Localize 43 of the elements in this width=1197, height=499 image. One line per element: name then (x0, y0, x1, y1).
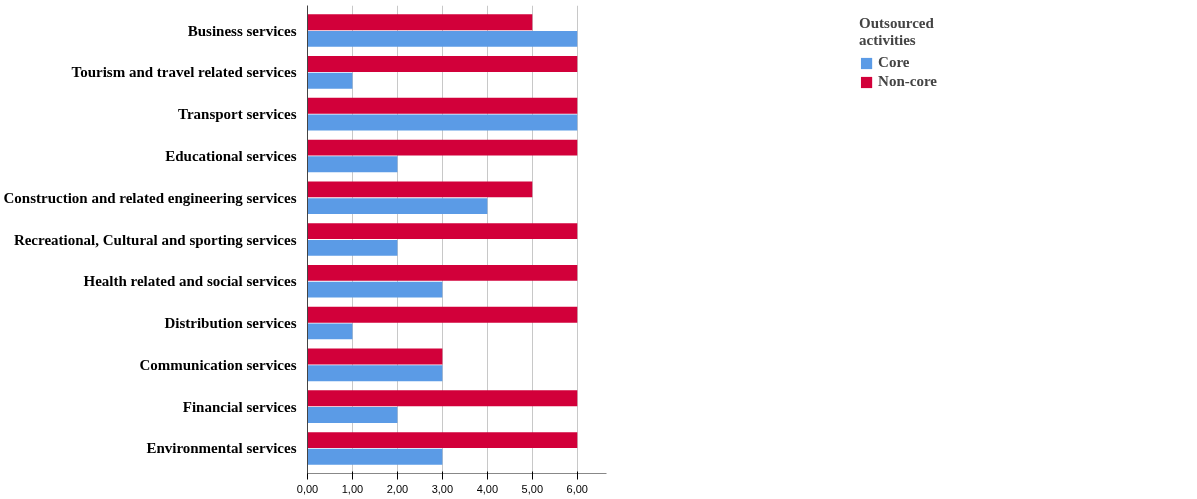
bar (307, 114, 578, 131)
y-tick-label: Financial services (182, 398, 297, 415)
bar (307, 407, 398, 423)
legend-label: Non-core (878, 73, 937, 90)
bar (307, 156, 398, 173)
x-tick-label: 5,00 (521, 482, 544, 495)
bar (307, 139, 578, 156)
bar (307, 281, 443, 298)
bar (307, 72, 353, 89)
bar (307, 97, 578, 114)
x-tick-label: 6,00 (566, 482, 588, 495)
x-tick-label: 0,00 (296, 482, 319, 495)
legend-label: Core (878, 54, 910, 71)
bar (307, 30, 578, 47)
bar (307, 181, 533, 198)
x-tick-label: 4,00 (476, 482, 499, 495)
x-tick-label: 1,00 (341, 482, 364, 495)
bar (307, 223, 578, 240)
y-tick-label: Recreational, Cultural and sporting services (13, 231, 297, 248)
y-tick-label: Transport services (178, 106, 297, 123)
y-tick-label: Communication services (139, 356, 297, 373)
bar (307, 56, 578, 72)
bar (307, 348, 443, 365)
bar (307, 198, 488, 215)
bar (307, 432, 578, 449)
y-tick-label: Educational services (165, 147, 297, 164)
y-tick-label: Tourism and travel related services (71, 64, 297, 81)
bar (307, 323, 353, 340)
y-tick-label: Distribution services (164, 315, 297, 332)
y-tick-label: Environmental services (146, 440, 297, 457)
y-tick-label: Construction and related engineering services (3, 189, 297, 206)
x-tick-label: 3,00 (431, 482, 454, 495)
bar (307, 306, 578, 323)
legend-title: Outsourced activities (859, 15, 935, 49)
bar (307, 448, 443, 465)
x-tick-label: 2,00 (386, 482, 409, 495)
y-tick-label: Business services (187, 22, 297, 39)
bar (307, 365, 443, 382)
bar (307, 264, 578, 281)
bar (307, 390, 578, 407)
y-tick-label: Health related and social services (83, 273, 297, 290)
bar (307, 239, 398, 256)
bar (307, 14, 533, 31)
